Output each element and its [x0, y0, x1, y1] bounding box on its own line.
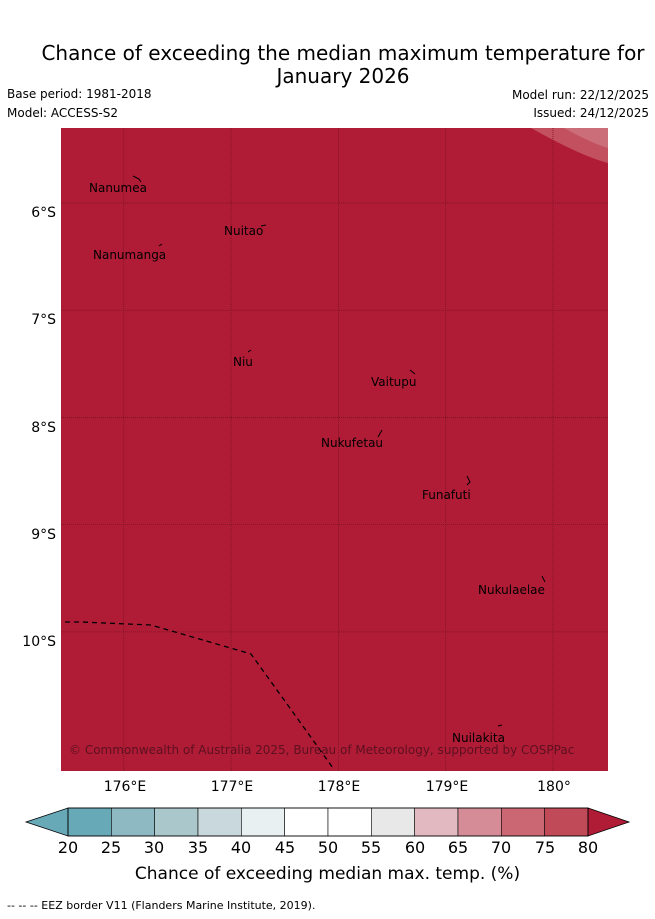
lat-label-6s: 6°S	[31, 205, 56, 221]
issued-date: Issued: 24/12/2025	[533, 106, 649, 120]
island-label-nuitao: Nuitao	[224, 224, 264, 238]
map-canvas	[61, 128, 608, 771]
island-shape-vaitupu	[409, 369, 416, 375]
colorbar-tick-45: 45	[274, 838, 296, 857]
colorbar-high-extension	[587, 807, 631, 837]
colorbar-segment	[544, 807, 589, 837]
island-shape-funafuti	[466, 475, 471, 486]
lon-label-178e: 178°E	[317, 779, 361, 795]
island-label-niu: Niu	[233, 355, 253, 369]
colorbar-tick-25: 25	[100, 838, 122, 857]
colorbar-segment	[501, 807, 545, 837]
model-name: Model: ACCESS-S2	[7, 106, 119, 120]
lat-label-10s: 10°S	[22, 634, 56, 650]
base-period: Base period: 1981-2018	[7, 87, 152, 101]
lon-label-179e: 179°E	[425, 779, 469, 795]
island-label-nanumanga: Nanumanga	[93, 248, 167, 262]
colorbar-tick-30: 30	[143, 838, 165, 857]
island-shape-nuitao	[260, 224, 267, 227]
colorbar-tick-55: 55	[360, 838, 382, 857]
colorbar-segment	[154, 807, 199, 837]
lat-label-8s: 8°S	[31, 420, 56, 436]
colorbar-tick-35: 35	[187, 838, 209, 857]
island-label-nukulaelae: Nukulaelae	[478, 583, 545, 597]
island-shape-nukufetau	[377, 429, 383, 438]
island-shape-niu	[247, 349, 252, 353]
lat-label-9s: 9°S	[31, 527, 56, 543]
colorbar-tick-40: 40	[230, 838, 252, 857]
colorbar-tick-60: 60	[404, 838, 426, 857]
island-shapes	[132, 175, 546, 727]
island-shape-nukulaelae	[541, 575, 546, 583]
model-run: Model run: 22/12/2025	[511, 88, 649, 102]
copyright-notice: © Commonwealth of Australia 2025, Bureau…	[69, 743, 575, 757]
lat-label-7s: 7°S	[31, 312, 56, 328]
colorbar-segment	[284, 807, 329, 837]
eez-border-note: -- -- -- EEZ border V11 (Flanders Marine…	[7, 899, 316, 912]
colorbar-tick-70: 70	[490, 838, 512, 857]
colorbar-segment	[241, 807, 285, 837]
colorbar-segment	[457, 807, 502, 837]
forecast-map[interactable]	[61, 128, 608, 771]
colorbar-tick-80: 80	[577, 838, 599, 857]
colorbar-segment	[414, 807, 459, 837]
eez-border-line	[65, 621, 334, 769]
colorbar-segment	[67, 807, 112, 837]
island-shape-nanumea	[132, 175, 142, 183]
colorbar-tick-75: 75	[534, 838, 556, 857]
island-label-nuilakita: Nuilakita	[452, 731, 505, 745]
colorbar-tick-20: 20	[57, 838, 79, 857]
colorbar-tick-65: 65	[447, 838, 469, 857]
island-shape-nanumanga	[158, 243, 163, 247]
colorbar	[24, 807, 631, 837]
lon-label-176e: 176°E	[103, 779, 147, 795]
island-label-nanumea: Nanumea	[89, 181, 147, 195]
lon-label-177e: 177°E	[210, 779, 254, 795]
colorbar-tick-50: 50	[317, 838, 339, 857]
colorbar-segments	[67, 807, 589, 837]
map-title: Chance of exceeding the median maximum t…	[41, 41, 645, 88]
probability-field-80-plus	[61, 128, 608, 771]
island-label-funafuti: Funafuti	[422, 488, 471, 502]
colorbar-low-extension	[24, 807, 69, 837]
island-label-vaitupu: Vaitupu	[371, 375, 417, 389]
colorbar-frame	[67, 807, 589, 837]
lon-label-180: 180°	[537, 779, 571, 795]
probability-band-70	[564, 128, 608, 148]
colorbar-segment	[197, 807, 242, 837]
island-label-nukufetau: Nukufetau	[321, 436, 384, 450]
colorbar-segment	[327, 807, 372, 837]
island-shape-nuilakita	[497, 724, 503, 727]
colorbar-segment	[111, 807, 155, 837]
colorbar-label: Chance of exceeding median max. temp. (%…	[134, 864, 521, 884]
colorbar-segment	[371, 807, 415, 837]
